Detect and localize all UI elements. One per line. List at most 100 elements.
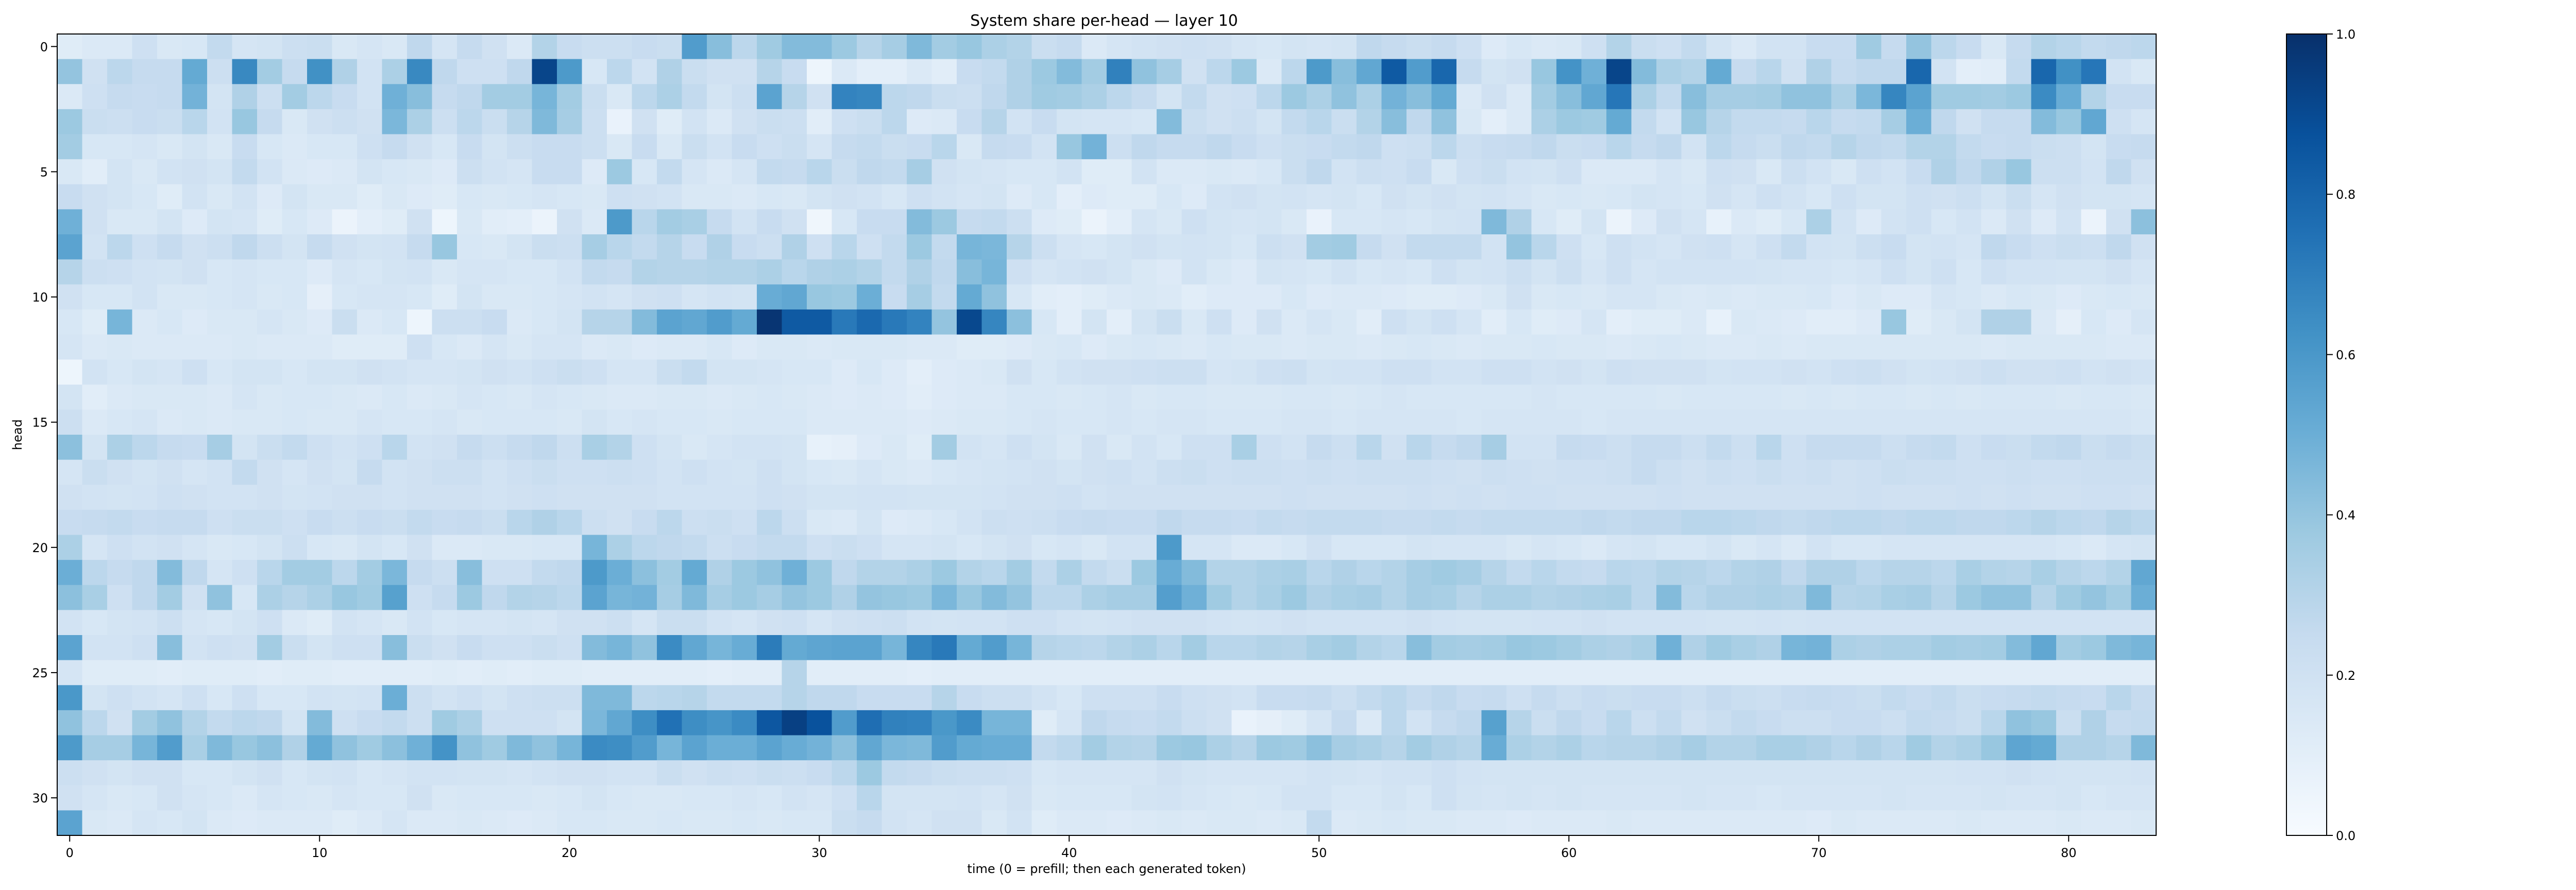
heatmap-cell (1381, 309, 1407, 335)
heatmap-cell (1207, 109, 1232, 135)
heatmap-cell (182, 660, 208, 686)
heatmap-cell (1131, 535, 1157, 560)
heatmap-cell (1581, 735, 1607, 761)
heatmap-cell (882, 459, 907, 485)
heatmap-cell (757, 134, 783, 160)
heatmap-cell (482, 685, 507, 711)
heatmap-cell (1481, 309, 1507, 335)
heatmap-cell (2006, 760, 2032, 786)
heatmap-cell (1731, 585, 1757, 610)
heatmap-cell (1731, 234, 1757, 260)
heatmap-cell (1381, 685, 1407, 711)
heatmap-cell (82, 710, 108, 736)
heatmap-cell (357, 59, 383, 84)
heatmap-cell (307, 485, 333, 510)
heatmap-cell (1531, 435, 1557, 460)
heatmap-cell (907, 309, 933, 335)
heatmap-cell (931, 610, 957, 636)
heatmap-cell (682, 535, 707, 560)
heatmap-cell (1456, 760, 1482, 786)
heatmap-cell (2131, 384, 2157, 410)
heatmap-cell (1856, 34, 1882, 60)
heatmap-cell (1531, 660, 1557, 686)
heatmap-cell (1207, 184, 1232, 210)
heatmap-cell (1181, 560, 1207, 586)
heatmap-cell (1331, 635, 1357, 661)
heatmap-cell (832, 685, 857, 711)
heatmap-cell (132, 34, 158, 60)
heatmap-cell (182, 509, 208, 536)
heatmap-cell (1556, 334, 1582, 360)
heatmap-cell (882, 334, 907, 360)
heatmap-cell (1231, 810, 1257, 836)
heatmap-cell (482, 334, 507, 360)
heatmap-cell (1107, 309, 1132, 335)
heatmap-cell (132, 509, 158, 536)
heatmap-cell (1307, 785, 1332, 811)
heatmap-cell (857, 810, 883, 836)
heatmap-cell (857, 785, 883, 811)
heatmap-cell (332, 810, 358, 836)
heatmap-cell (1357, 685, 1382, 711)
heatmap-cell (1257, 334, 1282, 360)
heatmap-cell (432, 585, 457, 610)
heatmap-cell (432, 409, 457, 435)
heatmap-cell (2006, 284, 2032, 310)
heatmap-cell (82, 284, 108, 310)
heatmap-cell (1007, 459, 1032, 485)
heatmap-cell (1506, 34, 1532, 60)
heatmap-cell (2006, 209, 2032, 235)
heatmap-cell (2131, 509, 2157, 536)
heatmap-cell (1906, 610, 1932, 636)
heatmap-cell (457, 59, 483, 84)
heatmap-cell (1157, 209, 1182, 235)
heatmap-cell (2056, 459, 2082, 485)
heatmap-cell (1456, 535, 1482, 560)
heatmap-cell (1307, 585, 1332, 610)
heatmap-cell (207, 384, 233, 410)
heatmap-cell (732, 560, 757, 586)
heatmap-cell (1581, 635, 1607, 661)
heatmap-cell (532, 710, 557, 736)
heatmap-cell (1981, 810, 2007, 836)
heatmap-cell (1331, 284, 1357, 310)
y-axis-label: head (10, 419, 25, 450)
heatmap-cell (407, 810, 433, 836)
heatmap-cell (1181, 585, 1207, 610)
heatmap-cell (1631, 785, 1657, 811)
heatmap-cell (432, 509, 457, 536)
heatmap-cell (1331, 134, 1357, 160)
heatmap-cell (1681, 435, 1707, 460)
heatmap-cell (1681, 735, 1707, 761)
heatmap-cell (2131, 785, 2157, 811)
heatmap-cell (232, 710, 258, 736)
heatmap-cell (657, 685, 683, 711)
heatmap-cell (2081, 435, 2107, 460)
heatmap-cell (382, 34, 408, 60)
heatmap-cell (157, 384, 183, 410)
heatmap-cell (82, 234, 108, 260)
heatmap-cell (1307, 635, 1332, 661)
heatmap-cell (757, 384, 783, 410)
heatmap-cell (882, 560, 907, 586)
heatmap-cell (732, 109, 757, 135)
heatmap-cell (1956, 309, 1982, 335)
heatmap-cell (1706, 710, 1732, 736)
heatmap-cell (257, 509, 283, 536)
heatmap-cell (931, 209, 957, 235)
heatmap-cell (1606, 635, 1632, 661)
heatmap-cell (981, 610, 1007, 636)
heatmap-cell (1606, 810, 1632, 836)
heatmap-cell (507, 59, 533, 84)
heatmap-cell (1531, 810, 1557, 836)
heatmap-cell (1831, 610, 1857, 636)
heatmap-cell (157, 710, 183, 736)
heatmap-cell (1157, 134, 1182, 160)
heatmap-cell (1157, 810, 1182, 836)
heatmap-cell (1831, 760, 1857, 786)
heatmap-cell (582, 560, 607, 586)
heatmap-cell (382, 134, 408, 160)
heatmap-cell (1257, 435, 1282, 460)
heatmap-cell (1231, 309, 1257, 335)
heatmap-cell (632, 384, 657, 410)
